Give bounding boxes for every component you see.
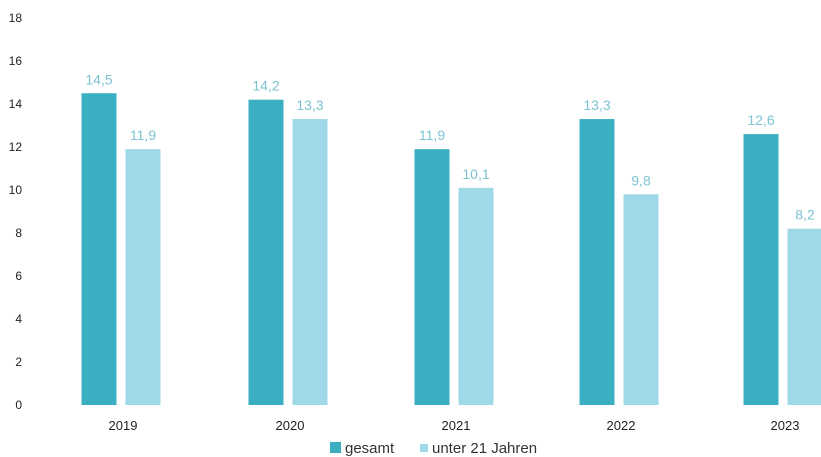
bar-gesamt-2020	[248, 99, 284, 405]
y-tick-label: 18	[9, 11, 23, 25]
data-label: 13,3	[296, 97, 323, 113]
data-label: 14,2	[252, 78, 279, 94]
legend-swatch-unter-21-jahren	[420, 444, 428, 452]
y-tick-label: 14	[9, 97, 23, 111]
y-tick-label: 6	[15, 269, 22, 283]
bar-gesamt-2021	[414, 149, 450, 405]
x-tick-label: 2021	[442, 418, 471, 433]
y-tick-label: 16	[9, 54, 23, 68]
y-axis: 0 2 4 6 8 10 12 14 16 18	[9, 11, 23, 412]
data-labels: 14,5 14,2 11,9 13,3 12,6 11,9 13,3 10,1 9,8 8,2	[85, 71, 815, 222]
x-axis: 2019 2020 2021 2022 2023	[109, 418, 800, 433]
data-label: 8,2	[795, 207, 815, 223]
legend-swatch-gesamt	[330, 442, 341, 453]
data-label: 11,9	[419, 127, 445, 143]
y-tick-label: 10	[9, 183, 23, 197]
bar-gesamt-2023	[743, 134, 779, 405]
data-label: 9,8	[631, 172, 651, 188]
data-label: 11,9	[130, 127, 156, 143]
legend-label-gesamt: gesamt	[345, 440, 395, 457]
bar-gesamt-2022	[579, 119, 615, 406]
data-label: 14,5	[85, 71, 112, 87]
y-tick-label: 12	[9, 140, 23, 154]
y-tick-label: 4	[15, 312, 22, 326]
bar-gesamt-2019	[81, 93, 117, 405]
data-label: 13,3	[583, 97, 610, 113]
data-label: 10,1	[462, 166, 489, 182]
y-tick-label: 2	[15, 355, 22, 369]
bar-unter-21-2023	[787, 228, 821, 405]
y-tick-label: 0	[15, 398, 22, 412]
bar-unter-21-2019	[125, 149, 161, 405]
x-tick-label: 2020	[276, 418, 305, 433]
x-tick-label: 2022	[607, 418, 636, 433]
legend-label-unter-21-jahren: unter 21 Jahren	[432, 440, 537, 457]
bar-unter-21-2021	[458, 187, 494, 405]
bar-unter-21-2022	[623, 194, 659, 405]
bars	[81, 93, 821, 406]
legend: gesamt unter 21 Jahren	[330, 440, 537, 457]
bar-unter-21-2020	[292, 119, 328, 406]
x-tick-label: 2023	[771, 418, 800, 433]
y-tick-label: 8	[15, 226, 22, 240]
x-tick-label: 2019	[109, 418, 138, 433]
data-label: 12,6	[747, 112, 774, 128]
